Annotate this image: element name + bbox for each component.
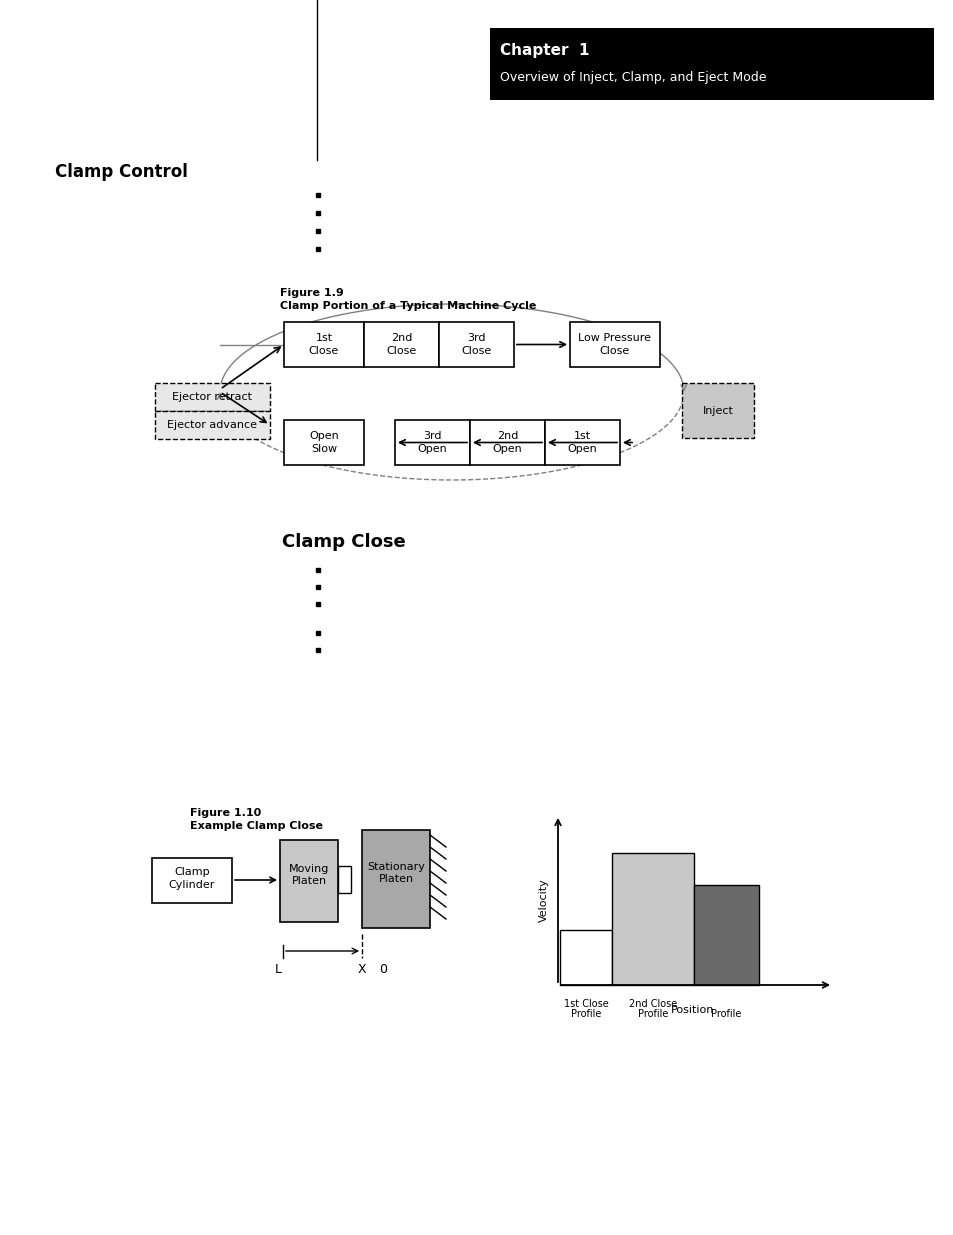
Text: Open: Open: [309, 431, 338, 441]
Text: Ejector advance: Ejector advance: [168, 420, 257, 430]
Text: Close: Close: [599, 346, 630, 356]
Text: Slow: Slow: [311, 445, 336, 454]
Bar: [693, 885, 759, 986]
Bar: [681, 383, 753, 438]
Text: Overview of Inject, Clamp, and Eject Mode: Overview of Inject, Clamp, and Eject Mod…: [499, 72, 765, 84]
Text: Stationary: Stationary: [367, 862, 424, 872]
Text: Chapter  1: Chapter 1: [499, 42, 589, 58]
Text: 2nd: 2nd: [497, 431, 517, 441]
Text: Figure 1.10: Figure 1.10: [190, 808, 261, 818]
Text: Profile: Profile: [638, 1009, 667, 1019]
Bar: [280, 840, 337, 923]
Text: Close: Close: [309, 346, 338, 356]
Text: 2nd Close: 2nd Close: [628, 999, 677, 1009]
Text: X: X: [357, 963, 366, 976]
Text: 1st: 1st: [574, 431, 591, 441]
Text: Figure 1.9: Figure 1.9: [280, 288, 343, 298]
Text: Clamp Control: Clamp Control: [55, 163, 188, 182]
Bar: [284, 322, 364, 367]
Text: Inject: Inject: [701, 405, 733, 415]
Bar: [612, 853, 693, 986]
Bar: [569, 322, 659, 367]
Text: Profile: Profile: [570, 1009, 600, 1019]
Text: Profile: Profile: [711, 1009, 740, 1019]
Text: 0: 0: [378, 963, 387, 976]
Bar: [470, 420, 544, 466]
Text: Clamp: Clamp: [174, 867, 210, 877]
Bar: [152, 858, 232, 903]
Text: Cylinder: Cylinder: [169, 881, 215, 890]
Bar: [364, 322, 438, 367]
Bar: [361, 830, 430, 927]
Text: Moving: Moving: [289, 864, 329, 874]
Bar: [544, 420, 619, 466]
Text: Open: Open: [417, 445, 447, 454]
Bar: [559, 930, 612, 986]
Text: 1st: 1st: [315, 332, 333, 343]
Text: Platen: Platen: [291, 876, 326, 885]
Text: Open: Open: [567, 445, 597, 454]
Text: 3rd: 3rd: [467, 332, 485, 343]
Bar: [337, 866, 351, 893]
Bar: [154, 411, 270, 438]
Text: Open: Open: [492, 445, 522, 454]
Text: Clamp Portion of a Typical Machine Cycle: Clamp Portion of a Typical Machine Cycle: [280, 301, 536, 311]
Bar: [284, 420, 364, 466]
Bar: [438, 322, 514, 367]
Text: Low Pressure: Low Pressure: [578, 332, 651, 343]
Text: 1st Close: 1st Close: [563, 999, 608, 1009]
Text: Example Clamp Close: Example Clamp Close: [190, 821, 323, 831]
Text: Clamp Close: Clamp Close: [282, 534, 405, 551]
Text: Velocity: Velocity: [538, 878, 548, 921]
Text: Position: Position: [671, 1005, 714, 1015]
Text: Close: Close: [461, 346, 491, 356]
Bar: [154, 383, 270, 411]
Text: 3rd: 3rd: [423, 431, 441, 441]
Text: 3rd Close: 3rd Close: [703, 999, 749, 1009]
Bar: [490, 28, 933, 100]
Text: 2nd: 2nd: [391, 332, 412, 343]
Text: L: L: [274, 963, 281, 976]
Text: Ejector retract: Ejector retract: [172, 391, 253, 403]
Text: Close: Close: [386, 346, 416, 356]
Text: Platen: Platen: [378, 874, 414, 884]
Bar: [395, 420, 470, 466]
